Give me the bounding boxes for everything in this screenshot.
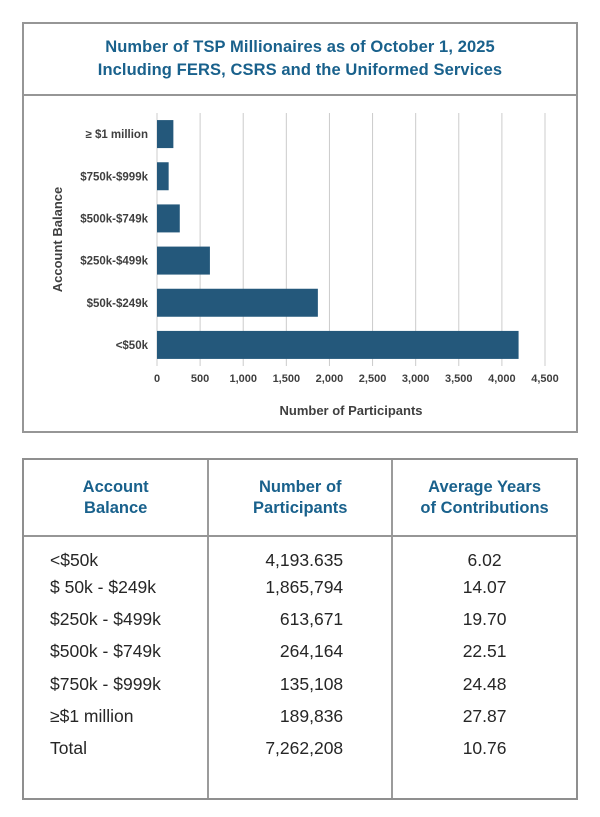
chart-area: 0 500 1,000 1,500 2,000 2,500 3,000 3,500 4,000 4… [24, 96, 576, 431]
x-tick-label: 2,500 [359, 373, 387, 385]
table-row: $ 50k - $249k 1,865,794 14.07 [24, 571, 576, 604]
header-line: Participants [253, 498, 348, 517]
cell-avg-years: 19.70 [462, 609, 507, 630]
header-line: Average Years [428, 477, 541, 496]
table-row: <$50k 4,193.635 6.02 [24, 536, 576, 572]
bar-0 [157, 120, 174, 149]
cell-participants: 135,108 [207, 668, 394, 701]
figure-title: Number of TSP Millionaires as of October… [24, 24, 576, 96]
header-line: of Contributions [420, 498, 549, 517]
x-tick-label: 500 [191, 373, 209, 385]
cell-participants: 613,671 [207, 603, 394, 636]
bar-chart: 0 500 1,000 1,500 2,000 2,500 3,000 3,500 4,000 4… [50, 113, 559, 418]
bar-5 [157, 330, 519, 359]
bar-3 [157, 246, 210, 275]
cell-avg-years: 10.76 [462, 738, 507, 759]
category-label: $500k-$749k [80, 213, 148, 225]
category-label: $50k-$249k [87, 298, 149, 310]
table-row: ≥$1 million 189,836 27.87 [24, 700, 576, 733]
cell-balance: $250k - $499k [50, 609, 161, 630]
cell-participants: 189,836 [207, 700, 394, 733]
category-label: <$50k [116, 340, 149, 352]
bar-1 [157, 162, 169, 191]
cell-participants: 4,193.635 [207, 536, 394, 572]
figure-box: Number of TSP Millionaires as of October… [22, 22, 578, 433]
category-label: ≥ $1 million [85, 129, 148, 141]
header-average-years: Average Years of Contributions [392, 460, 576, 537]
table-spacer-row [24, 764, 576, 798]
x-tick-label: 0 [154, 373, 160, 385]
cell-avg-years: 24.48 [462, 673, 507, 694]
table-row: $500k - $749k 264,164 22.51 [24, 635, 576, 668]
cell-avg-years: 27.87 [462, 705, 507, 726]
x-tick-label: 4,000 [488, 373, 516, 385]
cell-balance: ≥$1 million [50, 705, 134, 726]
x-tick-label: 3,000 [402, 373, 430, 385]
data-table-box: Account Balance Number of Participants A… [22, 458, 578, 800]
table-row: $250k - $499k 613,671 19.70 [24, 603, 576, 636]
x-tick-label: 1,500 [273, 373, 301, 385]
cell-participants: 7,262,208 [207, 732, 394, 765]
x-tick-label: 3,500 [445, 373, 473, 385]
table-row-total: Total 7,262,208 10.76 [24, 732, 576, 765]
cell-avg-years: 22.51 [462, 641, 507, 662]
header-line: Account [82, 477, 149, 496]
cell-balance: $750k - $999k [50, 673, 161, 694]
header-line: Balance [84, 498, 148, 517]
x-axis-title: Number of Participants [279, 403, 422, 418]
cell-participants: 1,865,794 [207, 571, 394, 604]
cell-balance: <$50k [50, 549, 99, 570]
header-number-of-participants: Number of Participants [207, 460, 394, 537]
cell-balance: $ 50k - $249k [50, 576, 157, 597]
category-label: $750k-$999k [80, 171, 148, 183]
category-label: $250k-$499k [80, 256, 148, 268]
table-row: $750k - $999k 135,108 24.48 [24, 668, 576, 701]
cell-participants: 264,164 [207, 635, 394, 668]
header-line: Number of [259, 477, 342, 496]
data-table: Account Balance Number of Participants A… [24, 460, 576, 798]
cell-balance: Total [50, 738, 87, 759]
cell-balance: $500k - $749k [50, 641, 161, 662]
y-axis-title: Account Balance [50, 187, 65, 292]
figure-title-line2: Including FERS, CSRS and the Uniformed S… [97, 61, 503, 79]
bar-2 [157, 204, 180, 233]
figure-title-line1: Number of TSP Millionaires as of October… [105, 38, 495, 56]
x-tick-label: 2,000 [316, 373, 344, 385]
cell-avg-years: 6.02 [467, 549, 502, 570]
header-account-balance: Account Balance [24, 460, 209, 537]
table-header-row: Account Balance Number of Participants A… [24, 460, 576, 537]
x-tick-label: 4,500 [531, 373, 559, 385]
cell-avg-years: 14.07 [462, 576, 507, 597]
bar-4 [157, 288, 318, 317]
x-tick-label: 1,000 [229, 373, 257, 385]
